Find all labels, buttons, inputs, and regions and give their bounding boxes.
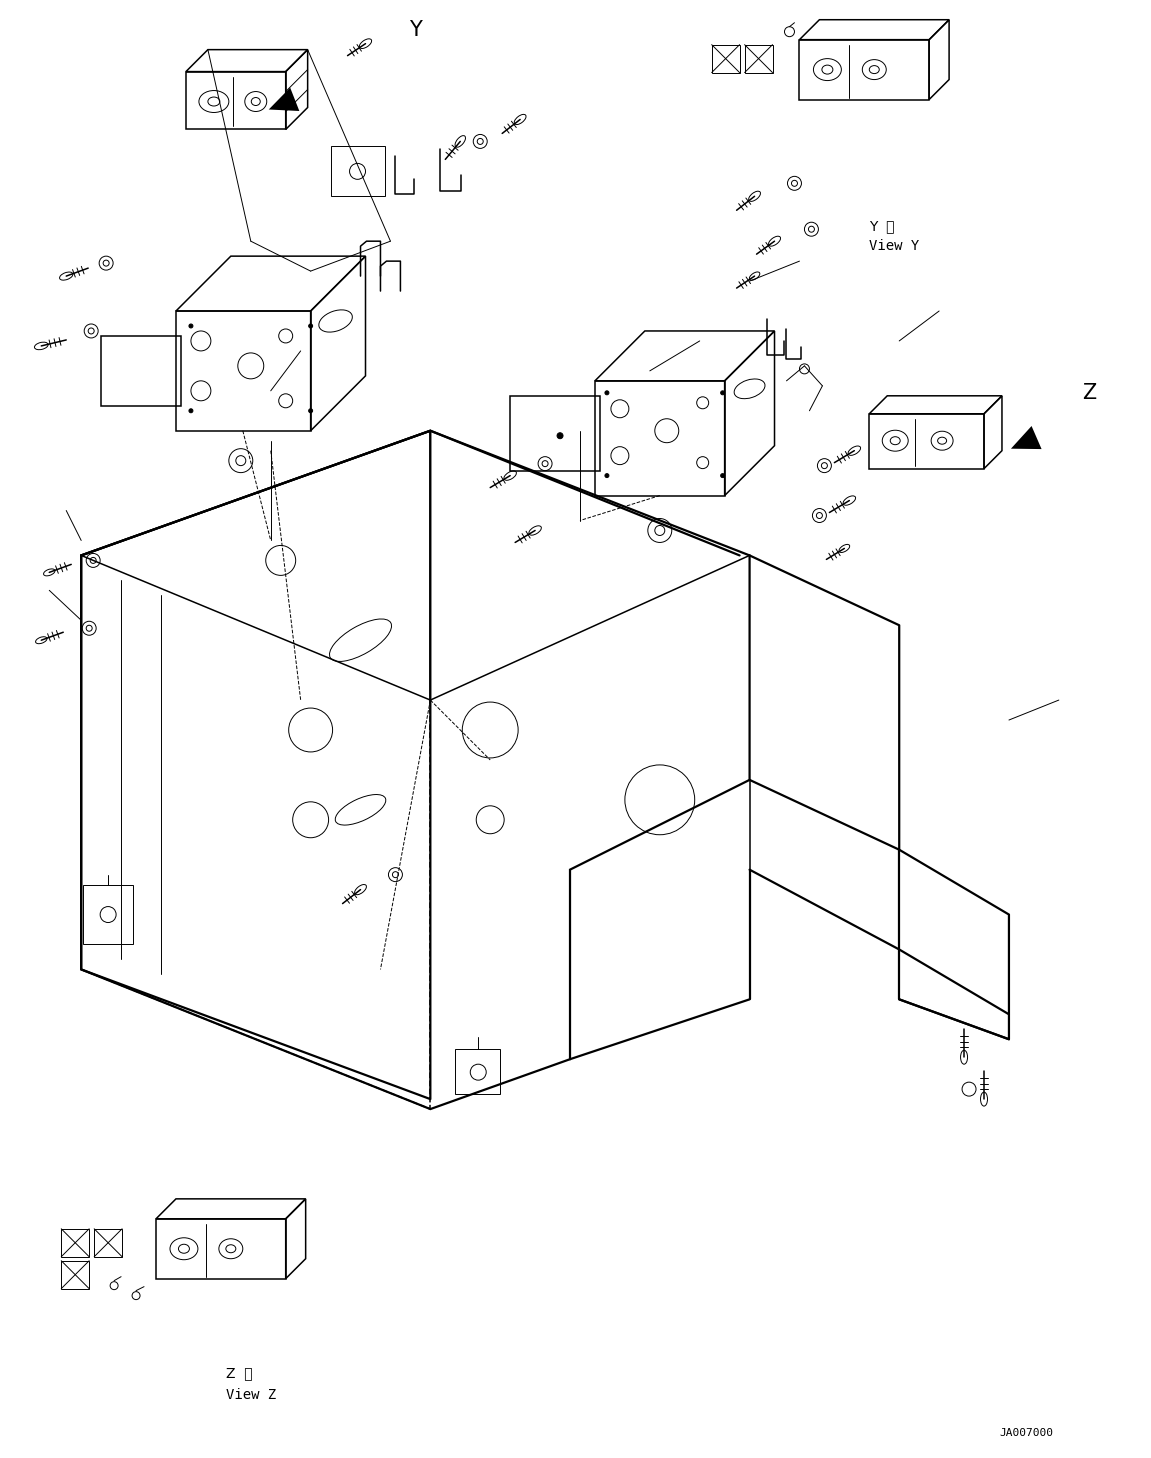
- Circle shape: [557, 433, 563, 439]
- Text: Z: Z: [1082, 383, 1096, 402]
- Circle shape: [721, 474, 725, 478]
- Bar: [456, 1050, 501, 1094]
- Circle shape: [308, 408, 313, 413]
- Circle shape: [189, 324, 193, 328]
- Bar: [83, 885, 134, 945]
- Text: Y  視: Y 視: [869, 219, 894, 233]
- Polygon shape: [268, 87, 299, 111]
- Circle shape: [189, 408, 193, 413]
- Circle shape: [308, 324, 313, 328]
- Circle shape: [605, 474, 609, 478]
- Text: Z  視: Z 視: [226, 1366, 252, 1381]
- Text: Y: Y: [409, 20, 421, 39]
- Text: View Z: View Z: [226, 1388, 276, 1403]
- Text: View Y: View Y: [869, 239, 920, 254]
- Polygon shape: [1011, 426, 1042, 449]
- Text: JA007000: JA007000: [1000, 1429, 1054, 1438]
- Circle shape: [721, 391, 725, 395]
- Circle shape: [605, 391, 609, 395]
